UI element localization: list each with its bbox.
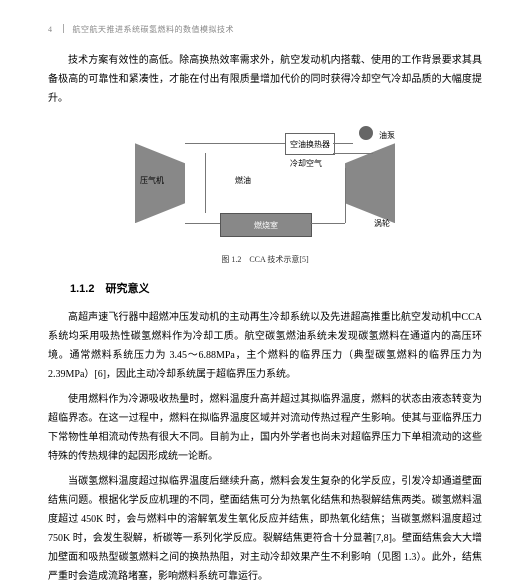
label-compressor: 压气机 xyxy=(140,173,164,188)
conn-line xyxy=(333,153,373,154)
heat-exchanger: 空油换热器 xyxy=(285,133,335,155)
conn-line xyxy=(333,143,353,144)
page: 4 航空航天推进系统碳氢燃料的数值模拟技术 技术方案有效性的高低。除高换热效率需… xyxy=(0,0,520,586)
conn-line xyxy=(205,153,206,213)
header-divider xyxy=(63,24,64,33)
label-fuel: 燃油 xyxy=(235,173,251,188)
turbine-shape xyxy=(345,143,395,223)
label-pump: 油泵 xyxy=(379,128,395,143)
paragraph-3: 使用燃料作为冷源吸收热量时，燃料温度升高并超过其拟临界温度，燃料的状态由液态转变… xyxy=(48,390,482,466)
section-heading: 1.1.2 研究意义 xyxy=(70,279,482,300)
label-turbine: 涡轮 xyxy=(374,216,390,231)
conn-line xyxy=(310,223,345,224)
paragraph-4: 当碳氢燃料温度超过拟临界温度后继续升高，燃料会发生复杂的化学反应，引发冷却通道壁… xyxy=(48,472,482,586)
page-header: 4 航空航天推进系统碳氢燃料的数值模拟技术 xyxy=(48,22,482,37)
conn-line xyxy=(345,168,346,223)
combustion-chamber: 燃烧室 xyxy=(220,213,312,237)
paragraph-2: 高超声速飞行器中超燃冲压发动机的主动再生冷却系统以及先进超高推重比航空发动机中C… xyxy=(48,308,482,384)
conn-line xyxy=(185,143,285,144)
paragraph-1: 技术方案有效性的高低。除高换热效率需求外，航空发动机内搭载、使用的工作背景要求其… xyxy=(48,51,482,108)
figure-caption: 图 1.2 CCA 技术示意[5] xyxy=(48,252,482,267)
conn-line xyxy=(185,223,220,224)
running-title: 航空航天推进系统碳氢燃料的数值模拟技术 xyxy=(73,25,235,34)
figure-cca: 燃烧室 空油换热器 油泵 冷却空气 燃油 压气机 涡轮 xyxy=(135,118,395,248)
oil-pump-shape xyxy=(359,126,373,140)
label-coolair: 冷却空气 xyxy=(290,156,322,171)
page-number: 4 xyxy=(48,25,53,34)
